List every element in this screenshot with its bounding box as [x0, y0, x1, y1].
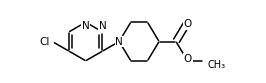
Text: N: N: [115, 37, 123, 46]
Text: N: N: [99, 21, 106, 31]
Text: N: N: [82, 21, 90, 31]
Text: Cl: Cl: [40, 37, 50, 46]
Text: O: O: [184, 19, 192, 29]
Text: O: O: [184, 54, 192, 64]
Text: CH₃: CH₃: [208, 60, 226, 70]
